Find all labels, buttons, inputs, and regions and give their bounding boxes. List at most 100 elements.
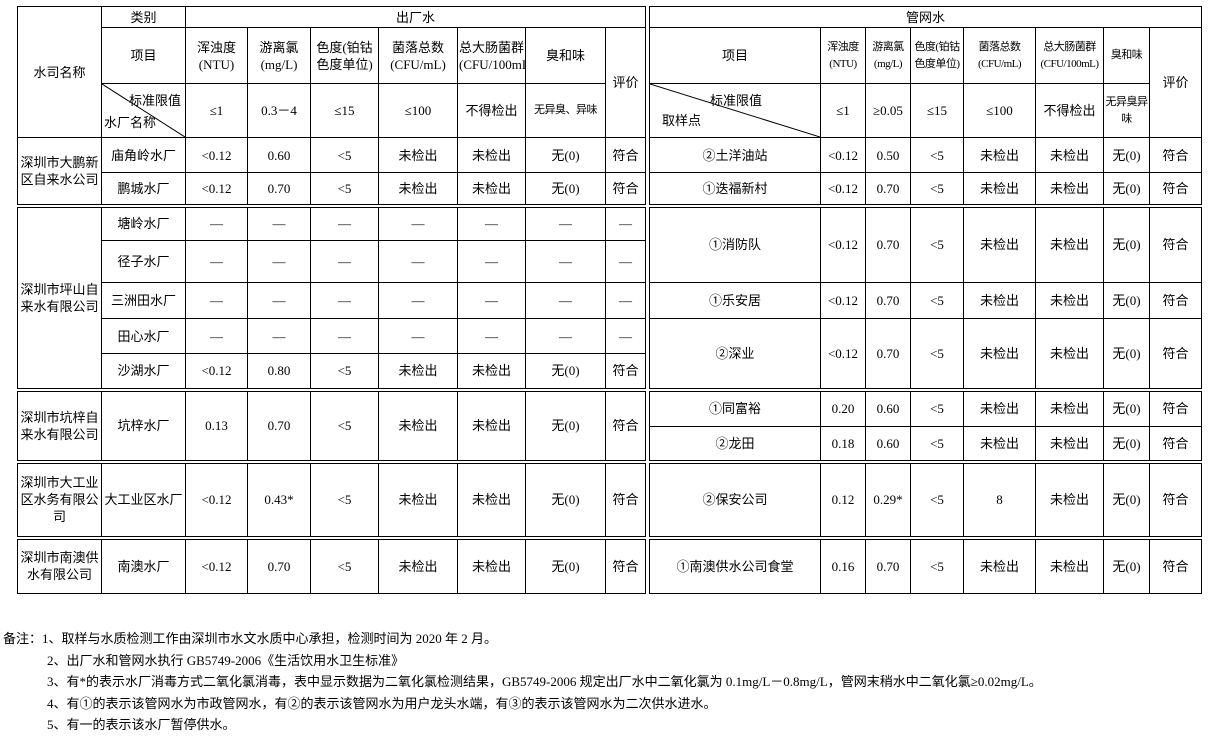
value-cell: <0.12	[185, 459, 248, 538]
value-cell: —	[525, 282, 606, 319]
table-row: 标准限值 水厂名称 ≤1 0.3－4 ≤15 ≤100 不得检出 无异臭、异味	[18, 83, 646, 138]
table-row: 水司名称 类别 出厂水	[17, 6, 647, 138]
table-row: 标准限值 取样点 ≤1 ≥0.05 ≤15 ≤100 不得检出 无异臭异味	[649, 83, 1202, 138]
diag-bottom-label: 取样点	[662, 113, 702, 128]
limit-value: 不得检出	[457, 83, 526, 138]
value-cell: 未检出	[1035, 387, 1104, 427]
param-header: 菌落总数(CFU/mL)	[378, 27, 458, 84]
limit-value: 0.3－4	[247, 83, 311, 138]
evaluation-header: 评价	[1148, 27, 1203, 138]
value-cell: <0.12	[185, 535, 248, 594]
plant-name: 三洲田水厂	[101, 282, 186, 319]
value-cell: 0.18	[820, 426, 866, 462]
diag-top-label: 标准限值	[710, 93, 763, 108]
param-header: 浑浊度(NTU)	[820, 27, 866, 84]
value-cell: <5	[910, 203, 964, 283]
value-cell: —	[378, 203, 458, 241]
value-cell: 8	[963, 459, 1036, 538]
param-header: 色度(铂钴色度单位)	[310, 27, 379, 84]
value-cell: —	[310, 318, 379, 354]
value-cell: 未检出	[1035, 137, 1104, 173]
value-cell: 无(0)	[1103, 459, 1150, 538]
notes: 备注：1、取样与水质检测工作由深圳市水文水质中心承担，检测时间为 2020 年 …	[3, 628, 1042, 736]
value-cell: <5	[310, 353, 379, 390]
limit-value: 不得检出	[1035, 83, 1104, 138]
value-cell: <0.12	[185, 137, 248, 173]
value-cell: 未检出	[1035, 459, 1104, 538]
item-header: 项目	[101, 27, 186, 84]
param-header: 总大肠菌群(CFU/100mL)	[1035, 27, 1104, 84]
table-row: 项目 浑浊度(NTU) 游离氯(mg/L) 色度(铂钴色度单位) 菌落总数(CFU/mL…	[649, 27, 1203, 138]
company-name: 深圳市坑梓自来水有限公司	[17, 387, 102, 462]
diag-bottom-label: 水厂名称	[104, 115, 157, 130]
pipe-water-header: 管网水	[648, 6, 1203, 28]
param-header: 菌落总数(CFU/mL)	[963, 27, 1036, 84]
limit-value: ≤15	[910, 83, 964, 138]
plant-name: 塘岭水厂	[101, 203, 186, 241]
value-cell: 0.70	[247, 535, 311, 594]
value-cell: —	[378, 282, 458, 319]
plant-name: 南澳水厂	[101, 535, 186, 594]
limit-value: ≥0.05	[865, 83, 911, 138]
value-cell: 未检出	[963, 282, 1036, 319]
note-line: 2、出厂水和管网水执行 GB5749-2006《生活饮用水卫生标准》	[47, 652, 405, 668]
value-cell: —	[525, 240, 606, 283]
evaluation-cell: 符合	[604, 387, 647, 462]
note-line: 4、有①的表示该管网水为市政管网水，有②的表示该管网水为用户龙头水端，有③的表示…	[47, 695, 717, 711]
value-cell: 未检出	[378, 353, 458, 390]
value-cell: 无(0)	[1103, 387, 1150, 427]
value-cell: <5	[910, 137, 964, 173]
value-cell: 无(0)	[1103, 137, 1150, 173]
table-row: 鹏城水厂 <0.12 0.70 <5 未检出 未检出 无(0) 符合	[18, 172, 647, 206]
param-header: 总大肠菌群(CFU/100mL)	[457, 27, 526, 84]
table-row: ①迭福新村 <0.12 0.70 <5 未检出 未检出 无(0) 符合	[649, 172, 1203, 206]
value-cell: 0.70	[865, 203, 911, 283]
plant-name: 田心水厂	[101, 318, 186, 354]
value-cell: 未检出	[378, 535, 458, 594]
value-cell: —	[457, 318, 526, 354]
evaluation-header: 评价	[604, 27, 647, 138]
value-cell: <0.12	[185, 353, 248, 390]
value-cell: <0.12	[820, 137, 866, 173]
evaluation-cell: 符合	[604, 535, 647, 594]
table-row: 三洲田水厂 — — — — — — —	[18, 282, 647, 319]
table-row: 深圳市大工业区水务有限公司 大工业区水厂 <0.12 0.43* <5 未检出 未检出 无(0…	[17, 459, 647, 538]
value-cell: —	[457, 203, 526, 241]
evaluation-cell: 符合	[1148, 203, 1203, 283]
value-cell: 0.29*	[865, 459, 911, 538]
table-row: 深圳市坪山自来水有限公司 塘岭水厂 — — — — — — —	[17, 203, 647, 390]
value-cell: 0.70	[865, 172, 911, 206]
evaluation-cell: 符合	[1148, 172, 1203, 206]
value-cell: <5	[310, 137, 379, 173]
value-cell: 无(0)	[525, 459, 606, 538]
evaluation-cell: 符合	[1148, 459, 1203, 538]
note-line: 5、有一的表示该水厂暂停供水。	[47, 717, 236, 732]
param-header: 游离氯(mg/L)	[247, 27, 311, 84]
value-cell: 未检出	[963, 535, 1036, 594]
limit-value: ≤1	[820, 83, 866, 138]
table-row: 深圳市大鹏新区自来水公司 庙角岭水厂 <0.12 0.60 <5 未检出 未检出 无(0) 符合	[17, 137, 647, 206]
limit-value: ≤100	[378, 83, 458, 138]
evaluation-cell: 符合	[1148, 282, 1203, 319]
value-cell: 0.70	[865, 282, 911, 319]
value-cell: —	[247, 203, 311, 241]
value-cell: 0.70	[247, 387, 311, 462]
value-cell: 未检出	[457, 353, 526, 390]
value-cell: 未检出	[457, 535, 526, 594]
note-line: 3、有*的表示水厂消毒方式二氧化氯消毒，表中显示数据为二氧化氯检测结果，GB57…	[47, 674, 1042, 689]
company-name: 深圳市大鹏新区自来水公司	[17, 137, 102, 206]
table-row: 沙湖水厂 <0.12 0.80 <5 未检出 未检出 无(0) 符合	[18, 353, 647, 390]
value-cell: —	[185, 203, 248, 241]
value-cell: 0.13	[185, 387, 248, 462]
company-name: 深圳市大工业区水务有限公司	[17, 459, 102, 538]
value-cell: 未检出	[457, 387, 526, 462]
category-header: 类别	[101, 6, 186, 28]
value-cell: 未检出	[963, 426, 1036, 462]
value-cell: —	[310, 240, 379, 283]
evaluation-cell: 符合	[604, 459, 647, 538]
table-row: ②土洋油站 <0.12 0.50 <5 未检出 未检出 无(0) 符合	[649, 137, 1203, 173]
value-cell: 未检出	[1035, 318, 1104, 390]
evaluation-cell: 符合	[1148, 426, 1203, 462]
value-cell: 0.60	[865, 387, 911, 427]
sampling-point: ①乐安居	[649, 282, 821, 319]
